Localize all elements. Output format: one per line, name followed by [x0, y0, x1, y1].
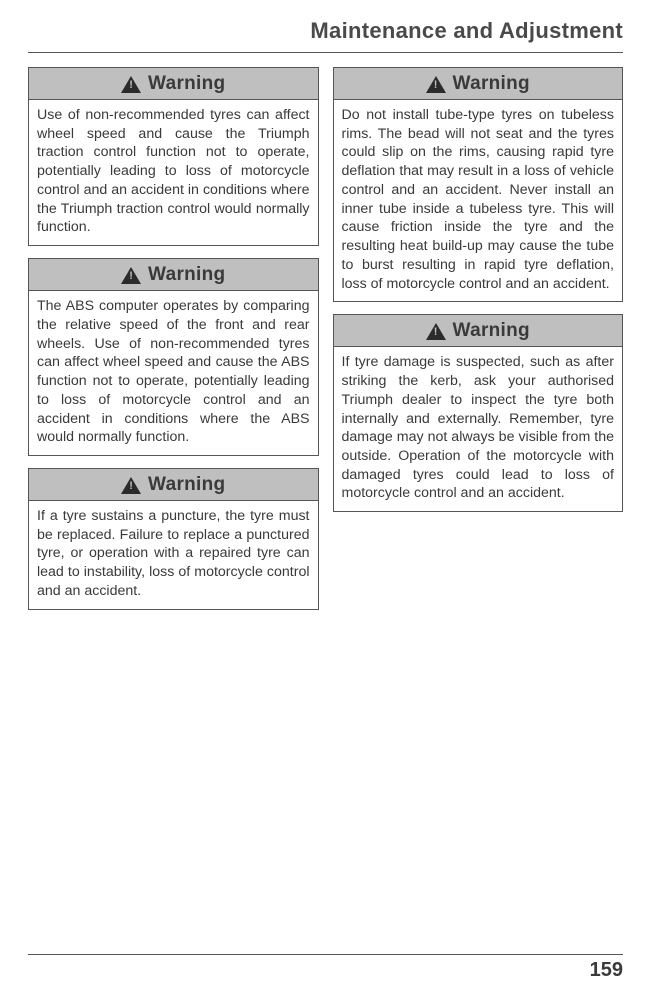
warning-triangle-icon: [121, 267, 141, 284]
warning-header: Warning: [29, 68, 318, 100]
warning-body: Use of non-recommended tyres can affect …: [29, 100, 318, 245]
warning-body: The ABS computer operates by comparing t…: [29, 291, 318, 455]
warning-header: Warning: [29, 259, 318, 291]
warning-box: Warning The ABS computer operates by com…: [28, 258, 319, 456]
warning-label: Warning: [148, 73, 225, 95]
warning-header: Warning: [29, 469, 318, 501]
warning-header: Warning: [334, 315, 623, 347]
warning-triangle-icon: [426, 76, 446, 93]
left-column: Warning Use of non-recommended tyres can…: [28, 67, 319, 610]
title-rule: [28, 52, 623, 53]
warning-body: If tyre damage is suspected, such as aft…: [334, 347, 623, 511]
warning-body: Do not install tube-type tyres on tubele…: [334, 100, 623, 301]
warning-box: Warning Do not install tube-type tyres o…: [333, 67, 624, 302]
warning-triangle-icon: [426, 323, 446, 340]
warning-label: Warning: [148, 474, 225, 496]
footer-rule: [28, 954, 623, 955]
warning-box: Warning If a tyre sustains a puncture, t…: [28, 468, 319, 610]
warning-label: Warning: [453, 320, 530, 342]
right-column: Warning Do not install tube-type tyres o…: [333, 67, 624, 610]
warning-body: If a tyre sustains a puncture, the tyre …: [29, 501, 318, 609]
content-columns: Warning Use of non-recommended tyres can…: [28, 67, 623, 610]
warning-box: Warning If tyre damage is suspected, suc…: [333, 314, 624, 512]
page-title: Maintenance and Adjustment: [28, 18, 623, 44]
warning-triangle-icon: [121, 76, 141, 93]
page-number: 159: [28, 959, 623, 982]
warning-header: Warning: [334, 68, 623, 100]
warning-box: Warning Use of non-recommended tyres can…: [28, 67, 319, 246]
warning-label: Warning: [148, 264, 225, 286]
warning-label: Warning: [453, 73, 530, 95]
warning-triangle-icon: [121, 477, 141, 494]
page-footer: 159: [28, 954, 623, 982]
